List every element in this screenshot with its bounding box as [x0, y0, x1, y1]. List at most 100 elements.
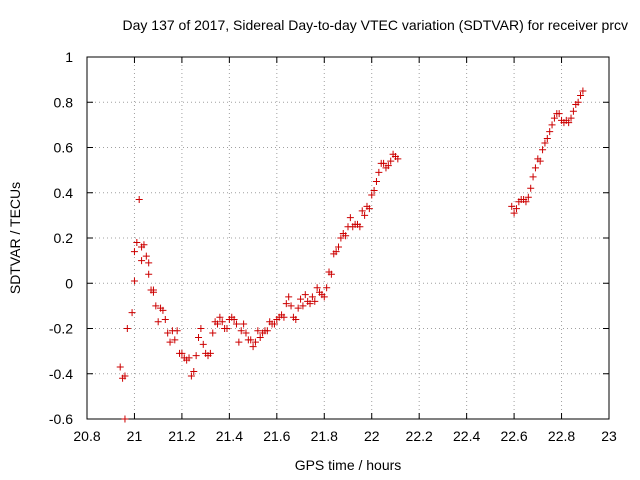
data-point [254, 327, 262, 335]
data-point [579, 87, 587, 95]
data-point [145, 270, 153, 278]
data-point [142, 252, 150, 260]
data-point [206, 349, 214, 357]
data-point [308, 293, 316, 301]
data-point [320, 293, 328, 301]
data-point [123, 325, 131, 332]
data-point [152, 302, 160, 310]
data-point [237, 327, 245, 335]
data-point [342, 232, 350, 240]
data-point [375, 168, 383, 176]
data-point [365, 205, 373, 213]
data-point [256, 334, 264, 342]
data-point [574, 98, 582, 106]
data-point [149, 286, 157, 294]
data-point [536, 157, 544, 165]
x-tick-label: 21.4 [216, 428, 243, 444]
data-point [297, 295, 305, 303]
data-point [569, 107, 577, 115]
data-point [294, 304, 302, 312]
data-point [145, 259, 153, 267]
data-point [285, 293, 293, 301]
data-point [214, 320, 221, 328]
data-point [270, 320, 278, 328]
x-axis-label: GPS time / hours [295, 457, 402, 473]
data-point [368, 191, 376, 199]
x-tick-label: 21.8 [311, 428, 338, 444]
x-tick-label: 21.6 [263, 428, 290, 444]
x-tick-label: 21.2 [168, 428, 195, 444]
data-point [209, 329, 217, 337]
data-point [218, 318, 226, 326]
y-tick-label: 0.6 [54, 140, 74, 156]
data-point [301, 291, 309, 299]
data-point [235, 338, 243, 346]
data-points [116, 87, 587, 423]
data-point [140, 241, 148, 249]
data-point [529, 173, 537, 181]
data-point [251, 338, 259, 346]
data-point [190, 367, 198, 375]
data-point [527, 184, 535, 192]
data-point [358, 207, 366, 215]
data-point [346, 214, 354, 222]
data-point [546, 128, 554, 136]
data-point [384, 162, 392, 170]
data-point [299, 302, 307, 310]
data-point [567, 114, 575, 122]
grid-lines [87, 57, 609, 419]
data-point [565, 119, 573, 127]
data-point [387, 157, 395, 165]
data-point [323, 284, 331, 292]
y-tick-label: -0.2 [49, 321, 73, 337]
data-point [138, 257, 146, 265]
data-point [394, 155, 402, 163]
data-point [550, 114, 558, 122]
x-tick-label: 20.8 [73, 428, 100, 444]
data-point [280, 313, 288, 321]
x-tick-label: 21 [127, 428, 143, 444]
data-point [337, 234, 345, 242]
data-point [531, 164, 539, 172]
data-point [555, 110, 563, 118]
y-tick-labels: -0.6 -0.4 -0.2 0 0.2 0.4 0.6 0.8 1 [49, 49, 73, 427]
data-point [128, 309, 136, 317]
data-point [524, 193, 532, 201]
y-tick-label: 1 [65, 49, 73, 65]
data-point [230, 315, 238, 323]
data-point [199, 340, 207, 348]
data-point [548, 121, 556, 129]
data-point [543, 134, 551, 142]
y-tick-label: 0 [65, 275, 73, 291]
y-tick-label: 0.8 [54, 94, 74, 110]
data-point [356, 223, 364, 231]
x-tick-label: 22.2 [406, 428, 433, 444]
data-point [282, 300, 290, 308]
data-point [223, 325, 231, 332]
data-point [335, 243, 343, 251]
data-point [171, 336, 179, 344]
data-point [247, 336, 255, 344]
data-point [370, 186, 378, 194]
x-tick-label: 22.8 [548, 428, 575, 444]
data-point [159, 306, 167, 314]
x-tick-label: 22 [364, 428, 380, 444]
data-point [522, 198, 530, 206]
data-point [240, 320, 248, 328]
data-point [327, 270, 335, 278]
data-point [508, 202, 516, 210]
chart-title: Day 137 of 2017, Sidereal Day-to-day VTE… [123, 17, 629, 33]
data-point [178, 349, 186, 357]
data-point [192, 352, 200, 360]
data-point [541, 139, 549, 147]
y-tick-label: -0.6 [49, 411, 73, 427]
data-point [292, 315, 300, 323]
data-point [332, 248, 340, 256]
data-point [116, 363, 124, 371]
data-point [372, 177, 380, 185]
data-point [121, 415, 129, 423]
data-point [510, 209, 518, 217]
data-point [311, 297, 319, 305]
data-point [130, 277, 138, 285]
